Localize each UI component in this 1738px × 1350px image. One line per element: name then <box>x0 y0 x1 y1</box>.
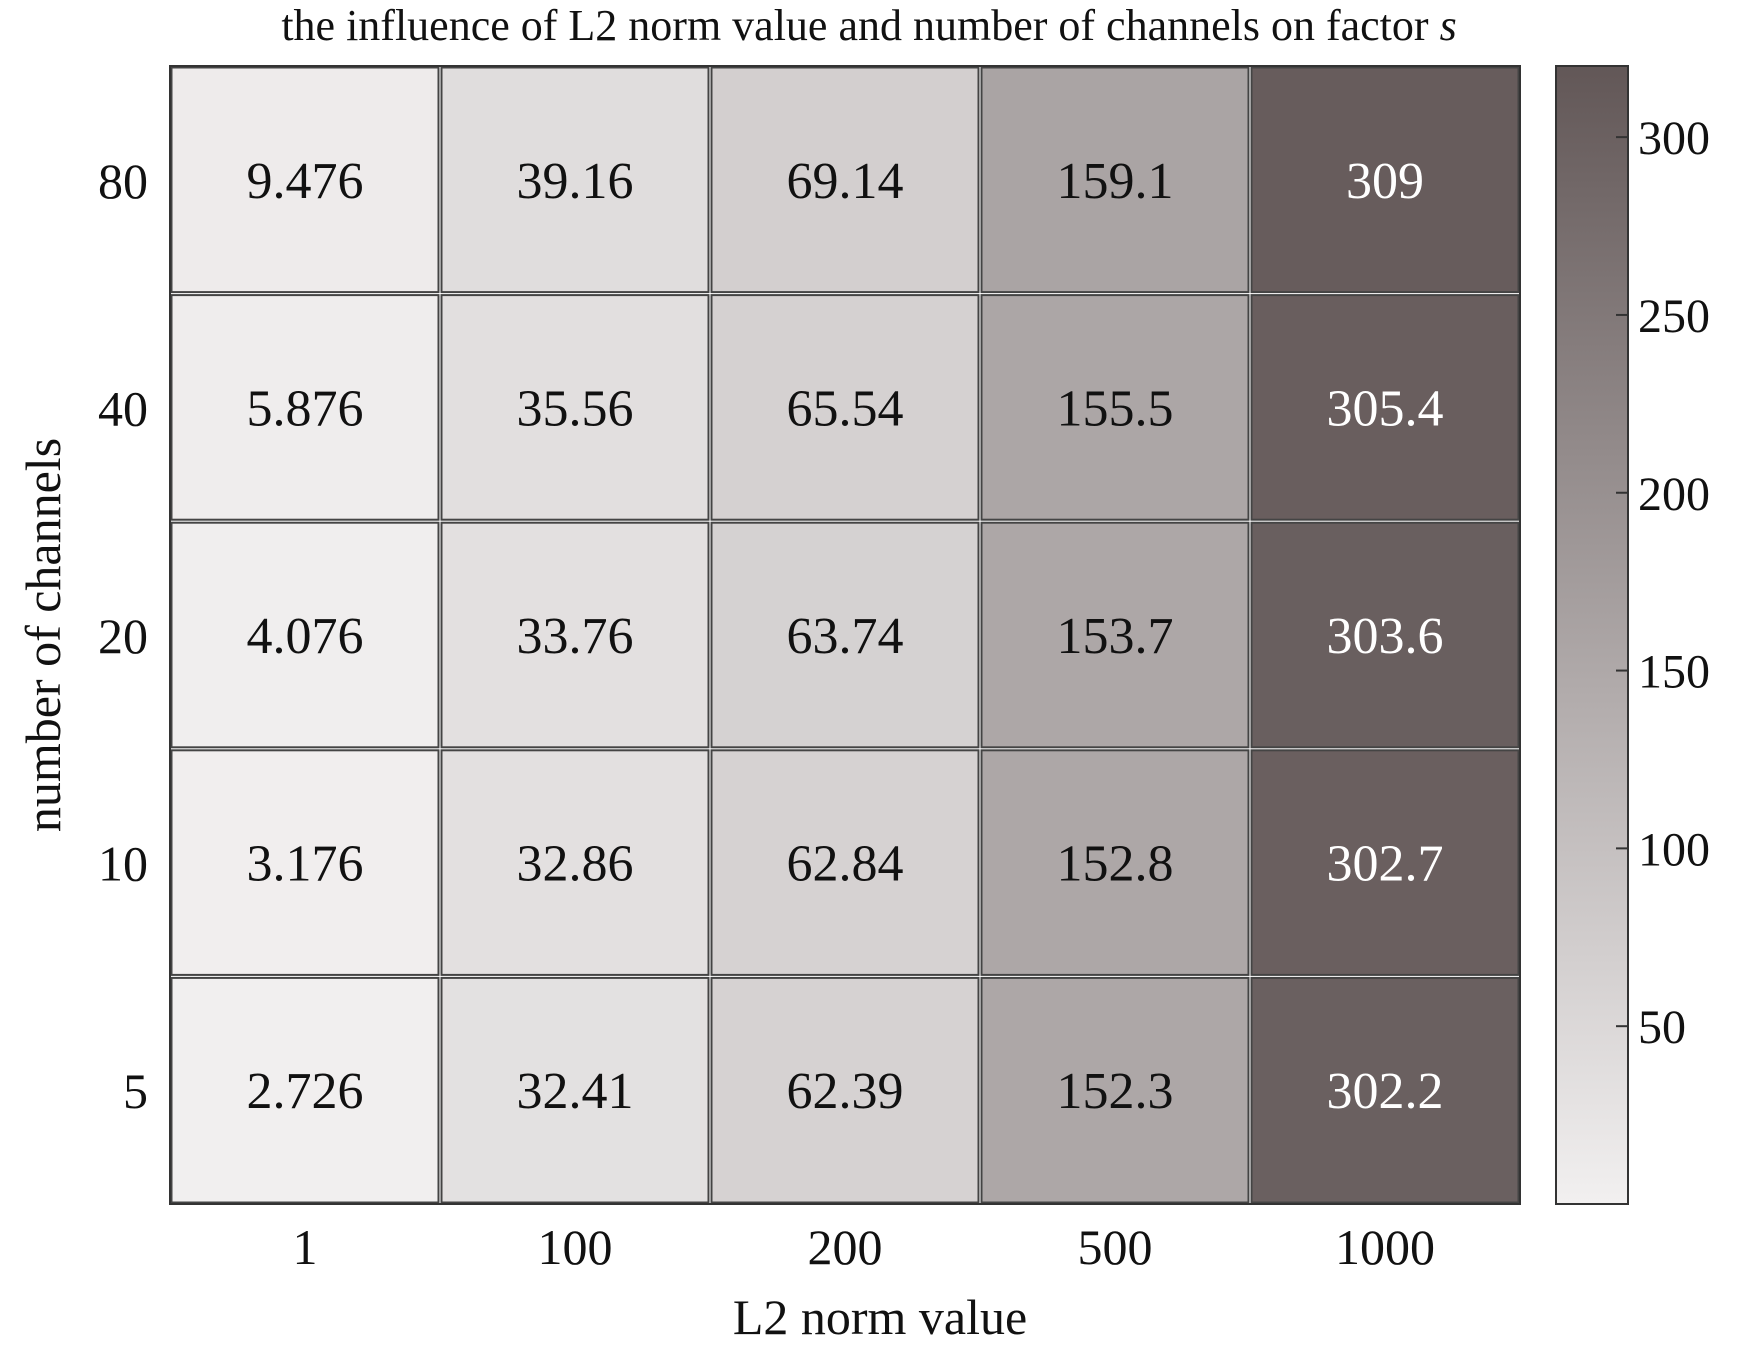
heatmap-cells <box>170 66 1520 1204</box>
cell-value-label-r1-c3: 155.5 <box>1057 380 1174 437</box>
colorbar <box>1555 65 1629 1205</box>
cell-value-label-r2-c2: 63.74 <box>787 608 904 665</box>
heatmap-cell-r3-c0 <box>170 749 440 976</box>
heatmap-cell-r2-c0 <box>170 521 440 749</box>
heatmap-cell-r0-c4 <box>1250 66 1520 294</box>
heatmap-cell-r3-c1 <box>440 749 710 976</box>
colorbar-ticks: 50 100 150 200 250 300 <box>1616 112 1710 1054</box>
heatmap-cell-r1-c4 <box>1250 294 1520 521</box>
cell-value-label-r4-c3: 152.3 <box>1057 1063 1174 1120</box>
cell-value-label-r3-c2: 62.84 <box>787 836 904 893</box>
colorbar-tick-label-5: 300 <box>1638 112 1710 165</box>
heatmap-cell-r0-c0 <box>170 66 440 294</box>
heatmap-cell-r4-c2 <box>710 976 980 1204</box>
colorbar-tick-label-0: 50 <box>1638 1001 1686 1054</box>
heatmap-cell-r3-c2 <box>710 749 980 976</box>
x-tick-label-0: 1 <box>293 1219 318 1275</box>
cell-value-label-r0-c2: 69.14 <box>787 153 904 210</box>
heatmap-cell-r4-c0 <box>170 976 440 1204</box>
chart-title-variable: s <box>1440 1 1457 50</box>
heatmap-cell-r2-c1 <box>440 521 710 749</box>
cell-value-label-r1-c4: 305.4 <box>1327 380 1444 437</box>
y-axis-label: number of channels <box>15 438 71 832</box>
heatmap-cell-r1-c0 <box>170 294 440 521</box>
heatmap-cell-r1-c2 <box>710 294 980 521</box>
cell-value-label-r4-c2: 62.39 <box>787 1063 904 1120</box>
cell-value-label-r0-c0: 9.476 <box>247 153 364 210</box>
y-tick-label-3: 10 <box>98 836 148 892</box>
colorbar-tick-label-2: 150 <box>1638 646 1710 699</box>
x-tick-label-2: 200 <box>808 1219 883 1275</box>
heatmap-cell-r2-c3 <box>980 521 1250 749</box>
chart-title: the influence of L2 norm value and numbe… <box>281 1 1456 50</box>
heatmap-cell-r2-c2 <box>710 521 980 749</box>
cell-value-label-r1-c1: 35.56 <box>517 380 634 437</box>
heatmap-cell-r3-c3 <box>980 749 1250 976</box>
y-tick-label-1: 40 <box>98 380 148 436</box>
y-tick-label-0: 80 <box>98 153 148 209</box>
x-axis-ticks: 1 100 200 500 1000 <box>293 1219 1436 1275</box>
cell-value-label-r0-c1: 39.16 <box>517 153 634 210</box>
colorbar-tick-label-3: 200 <box>1638 468 1710 521</box>
heatmap-cell-r0-c1 <box>440 66 710 294</box>
heatmap-cell-r4-c3 <box>980 976 1250 1204</box>
heatmap-cell-r2-c4 <box>1250 521 1520 749</box>
y-tick-label-4: 5 <box>123 1063 148 1119</box>
heatmap-cell-labels: 9.476 39.16 69.14 159.1 309 5.876 35.56 65.54 15… <box>247 153 1444 1120</box>
cell-value-label-r1-c2: 65.54 <box>787 380 904 437</box>
colorbar-tick-label-1: 100 <box>1638 823 1710 876</box>
x-tick-label-4: 1000 <box>1335 1219 1435 1275</box>
plot-frame <box>169 65 1521 1205</box>
heatmap-cell-r1-c1 <box>440 294 710 521</box>
cell-value-label-r3-c3: 152.8 <box>1057 836 1174 893</box>
cell-value-label-r2-c3: 153.7 <box>1057 608 1174 665</box>
cell-value-label-r3-c0: 3.176 <box>247 836 364 893</box>
heatmap-cell-r4-c4 <box>1250 976 1520 1204</box>
cell-value-label-r4-c1: 32.41 <box>517 1063 634 1120</box>
colorbar-tick-label-4: 250 <box>1638 290 1710 343</box>
cell-value-label-r2-c1: 33.76 <box>517 608 634 665</box>
x-tick-label-1: 100 <box>538 1219 613 1275</box>
x-tick-label-3: 500 <box>1078 1219 1153 1275</box>
heatmap-cell-r1-c3 <box>980 294 1250 521</box>
cell-value-label-r2-c4: 303.6 <box>1327 608 1444 665</box>
cell-value-label-r4-c4: 302.2 <box>1327 1063 1444 1120</box>
heatmap-cell-r3-c4 <box>1250 749 1520 976</box>
cell-value-label-r1-c0: 5.876 <box>247 380 364 437</box>
cell-value-label-r4-c0: 2.726 <box>247 1063 364 1120</box>
heatmap-cell-r0-c3 <box>980 66 1250 294</box>
chart-title-text: the influence of L2 norm value and numbe… <box>281 1 1439 50</box>
y-tick-label-2: 20 <box>98 608 148 664</box>
cell-value-label-r0-c3: 159.1 <box>1057 153 1174 210</box>
cell-value-label-r0-c4: 309 <box>1346 153 1424 210</box>
y-axis-ticks: 80 40 20 10 5 <box>98 153 148 1119</box>
x-axis-label: L2 norm value <box>733 1289 1027 1345</box>
heatmap-cell-r4-c1 <box>440 976 710 1204</box>
cell-value-label-r3-c4: 302.7 <box>1327 836 1444 893</box>
heatmap-cell-r0-c2 <box>710 66 980 294</box>
cell-value-label-r3-c1: 32.86 <box>517 836 634 893</box>
cell-value-label-r2-c0: 4.076 <box>247 608 364 665</box>
